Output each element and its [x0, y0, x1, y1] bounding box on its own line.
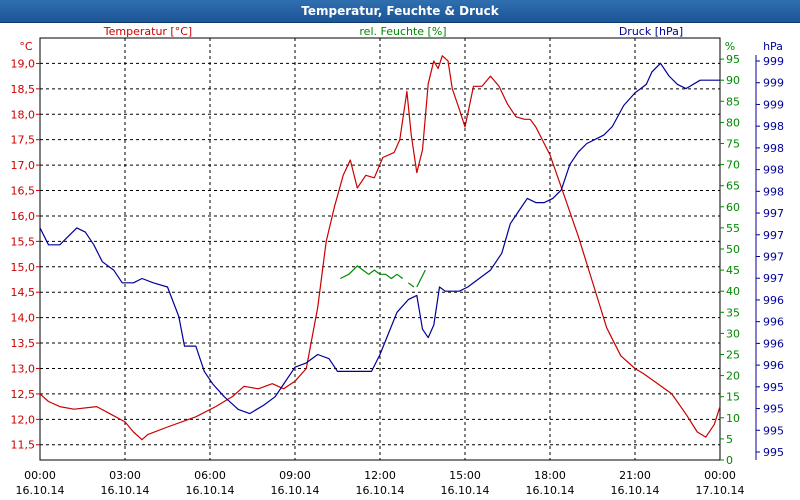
pressure-axis-title: Druck [hPa]: [619, 25, 683, 38]
temperature-tick-label: 13,5: [11, 337, 36, 350]
x-tick-time: 00:00: [704, 469, 736, 482]
humidity-tick-label: 60: [726, 201, 740, 214]
humidity-tick-label: 70: [726, 159, 740, 172]
temperature-tick-label: 13,0: [11, 362, 36, 375]
humidity-tick-label: 5: [726, 433, 733, 446]
x-tick-date: 16.10.14: [101, 484, 150, 497]
x-tick-date: 16.10.14: [271, 484, 320, 497]
pressure-tick-label: 996: [763, 359, 784, 372]
pressure-tick-label: 999: [763, 77, 784, 90]
x-tick-time: 09:00: [279, 469, 311, 482]
x-tick-date: 17.10.14: [696, 484, 745, 497]
pressure-tick-label: 995: [763, 446, 784, 459]
pressure-tick-label: 995: [763, 424, 784, 437]
pressure-tick-label: 997: [763, 272, 784, 285]
x-tick-date: 16.10.14: [526, 484, 575, 497]
pressure-tick-label: 998: [763, 120, 784, 133]
temperature-tick-label: 16,5: [11, 185, 36, 198]
humidity-tick-label: 15: [726, 391, 740, 404]
x-tick-date: 16.10.14: [611, 484, 660, 497]
x-tick-time: 00:00: [24, 469, 56, 482]
temperature-tick-label: 12,0: [11, 413, 36, 426]
humidity-tick-label: 0: [726, 454, 733, 467]
pressure-tick-label: 996: [763, 337, 784, 350]
x-tick-time: 03:00: [109, 469, 141, 482]
pressure-series-line: [39, 62, 720, 415]
humidity-tick-label: 30: [726, 327, 740, 340]
pressure-tick-label: 995: [763, 403, 784, 416]
humidity-tick-label: 80: [726, 116, 740, 129]
temperature-tick-label: 17,0: [11, 159, 36, 172]
humidity-tick-label: 90: [726, 74, 740, 87]
x-tick-time: 12:00: [364, 469, 396, 482]
x-tick-time: 15:00: [449, 469, 481, 482]
temperature-tick-label: 18,0: [11, 108, 36, 121]
humidity-tick-label: 25: [726, 349, 740, 362]
pressure-tick-label: 998: [763, 185, 784, 198]
temperature-tick-label: 11,5: [11, 439, 36, 452]
humidity-series-segment: [407, 282, 415, 288]
humidity-tick-label: 40: [726, 285, 740, 298]
x-tick-date: 16.10.14: [441, 484, 490, 497]
temperature-tick-label: 14,5: [11, 286, 36, 299]
temperature-axis-title: Temperatur [°C]: [103, 25, 192, 38]
temperature-tick-label: 18,5: [11, 83, 36, 96]
humidity-tick-label: 20: [726, 370, 740, 383]
pressure-tick-label: 997: [763, 207, 784, 220]
humidity-series-segment: [340, 265, 404, 280]
humidity-tick-label: 10: [726, 412, 740, 425]
pressure-tick-label: 997: [763, 229, 784, 242]
pressure-tick-label: 998: [763, 142, 784, 155]
x-tick-time: 21:00: [619, 469, 651, 482]
humidity-tick-label: 65: [726, 180, 740, 193]
temperature-tick-label: 12,5: [11, 388, 36, 401]
temperature-tick-label: 17,5: [11, 134, 36, 147]
humidity-tick-label: 85: [726, 95, 740, 108]
humidity-tick-label: 55: [726, 222, 740, 235]
humidity-tick-label: 95: [726, 53, 740, 66]
temperature-tick-label: 16,0: [11, 210, 36, 223]
chart-title: Temperatur, Feuchte & Druck: [301, 4, 499, 18]
pressure-tick-label: 996: [763, 316, 784, 329]
humidity-unit-label: %: [725, 40, 735, 53]
pressure-tick-label: 999: [763, 55, 784, 68]
humidity-tick-label: 45: [726, 264, 740, 277]
x-tick-date: 16.10.14: [356, 484, 405, 497]
humidity-axis-title: rel. Feuchte [%]: [359, 25, 446, 38]
humidity-tick-label: 35: [726, 306, 740, 319]
temperature-tick-label: 19,0: [11, 57, 36, 70]
temperature-tick-label: 15,5: [11, 235, 36, 248]
pressure-unit-label: hPa: [763, 40, 783, 53]
pressure-tick-label: 998: [763, 164, 784, 177]
x-tick-date: 16.10.14: [16, 484, 65, 497]
humidity-tick-label: 75: [726, 138, 740, 151]
temperature-tick-label: 15,0: [11, 261, 36, 274]
pressure-tick-label: 999: [763, 98, 784, 111]
humidity-tick-label: 50: [726, 243, 740, 256]
x-tick-time: 18:00: [534, 469, 566, 482]
pressure-tick-label: 996: [763, 294, 784, 307]
temperature-series-line: [39, 55, 721, 441]
temperature-unit-label: °C: [19, 40, 33, 53]
pressure-tick-label: 995: [763, 381, 784, 394]
humidity-series-segment: [416, 269, 426, 288]
pressure-tick-label: 997: [763, 251, 784, 264]
x-tick-date: 16.10.14: [186, 484, 235, 497]
title-bar: Temperatur, Feuchte & Druck: [0, 0, 800, 23]
x-tick-time: 06:00: [194, 469, 226, 482]
temperature-tick-label: 14,0: [11, 312, 36, 325]
